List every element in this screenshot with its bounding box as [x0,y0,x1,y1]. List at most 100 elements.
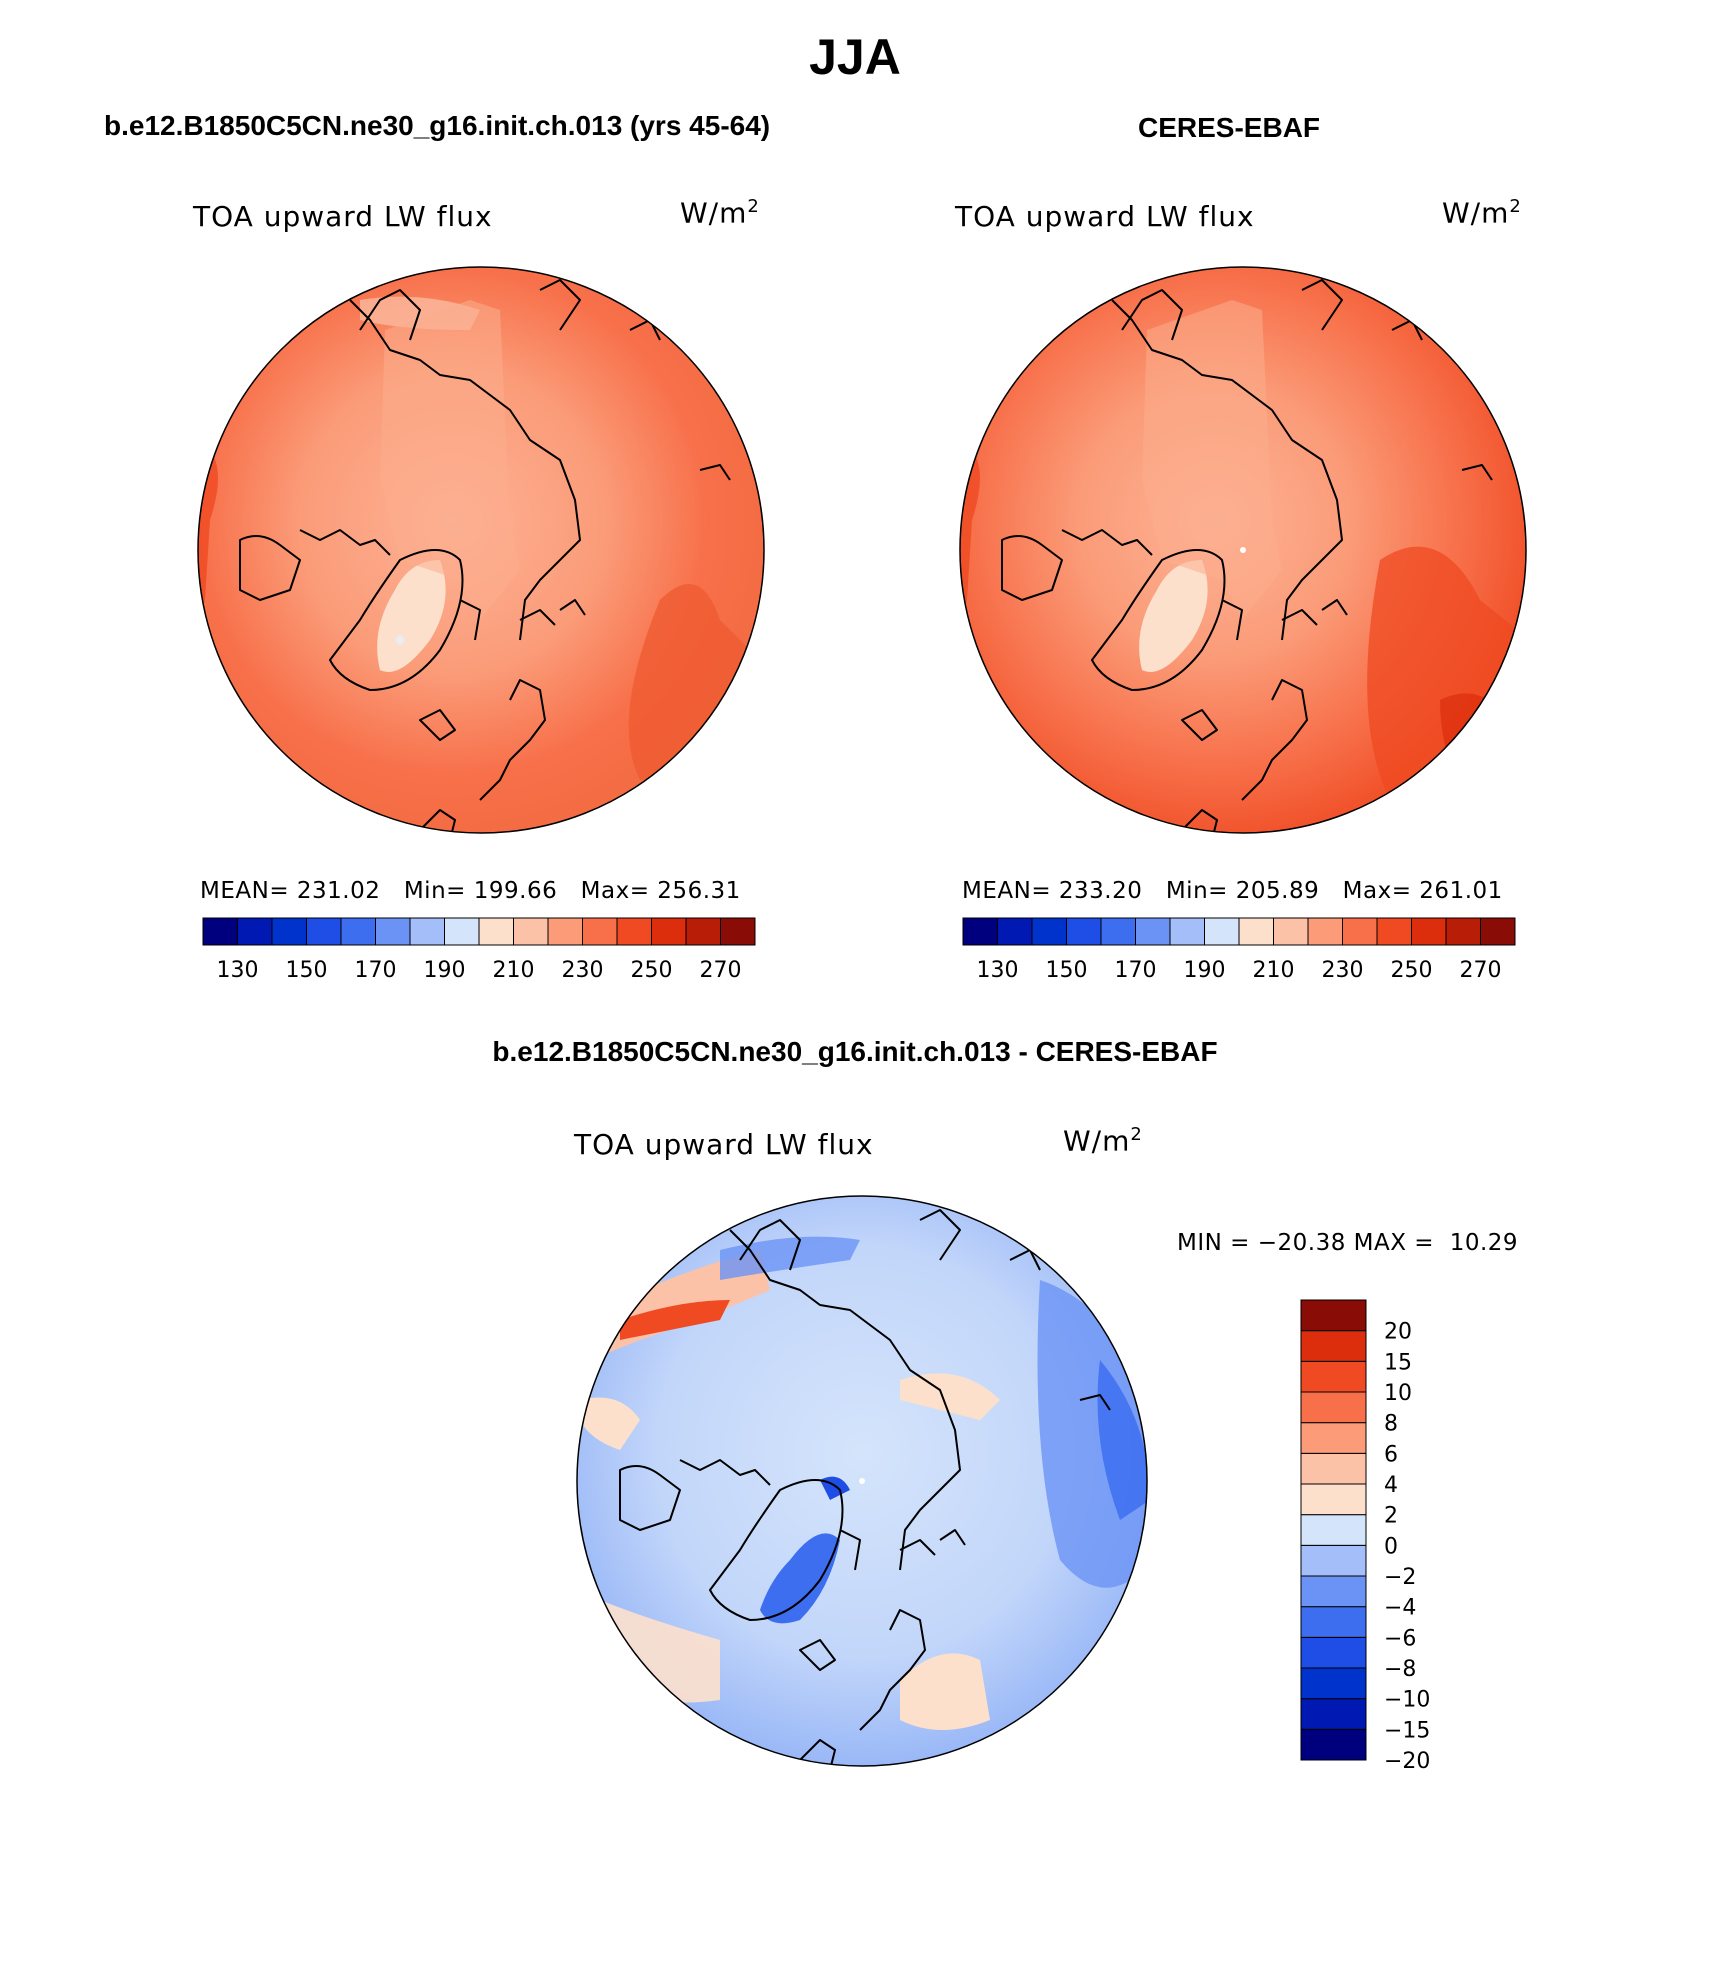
panel2-min: 205.89 [1235,878,1320,904]
diff-colorbar-label: 20 [1384,1320,1412,1345]
panel1-colorbar-box-5 [375,917,411,946]
panel2-variable-label: TOA upward LW flux [955,200,1255,233]
panel2-colorbar-box-15 [1480,917,1516,946]
diff-map [576,1195,1148,1767]
diff-colorbar-label: −15 [1384,1718,1430,1743]
panel1-max: 256.31 [657,878,741,904]
panel1-colorbar-box-10 [547,917,583,946]
diff-colorbar-box-0 [1300,1728,1367,1761]
panel1-map [197,266,765,834]
diff-colorbar-box-9 [1300,1452,1367,1485]
diff-colorbar-label: −10 [1384,1688,1430,1713]
diff-colorbar-box-6 [1300,1544,1367,1577]
panel1-mean-label: MEAN= [200,878,290,904]
diff-colorbar-box-12 [1300,1360,1367,1393]
diff-units: W/m2 [1063,1124,1143,1158]
diff-colorbar-box-14 [1300,1299,1367,1332]
main-title: JJA [809,29,901,85]
panel2-colorbar-label: 270 [1460,958,1502,983]
panel2-colorbar-box-9 [1273,917,1309,946]
diff-colorbar-label: −6 [1384,1626,1416,1651]
panel1-variable-label: TOA upward LW flux [193,200,493,233]
diff-colorbar-label: 8 [1384,1412,1398,1437]
diff-colorbar-label: −4 [1384,1596,1416,1621]
panel2-colorbar-box-4 [1100,917,1136,946]
panel1-colorbar-box-11 [582,917,618,946]
panel1-colorbar-box-1 [237,917,273,946]
diff-colorbar-label: −2 [1384,1565,1416,1590]
panel2-colorbar-box-6 [1169,917,1205,946]
panel1-colorbar-box-0 [202,917,238,946]
diff-colorbar-box-3 [1300,1636,1367,1669]
panel2-colorbar-box-3 [1066,917,1102,946]
panel2-colorbar-label: 190 [1184,958,1226,983]
panel2-colorbar-box-1 [997,917,1033,946]
panel1-colorbar-box-13 [651,917,687,946]
panel2-mean-label: MEAN= [962,878,1052,904]
diff-colorbar-label: 6 [1384,1442,1398,1467]
panel1-colorbar-box-4 [340,917,376,946]
panel2-colorbar-label: 210 [1253,958,1295,983]
panel1-colorbar-box-14 [685,917,721,946]
panel2-colorbar-box-12 [1376,917,1412,946]
panel2-map [959,266,1527,834]
diff-colorbar-label: 2 [1384,1504,1398,1529]
diff-colorbar-box-2 [1300,1667,1367,1700]
diff-colorbar-label: 10 [1384,1381,1412,1406]
panel1-colorbar-label: 130 [217,958,259,983]
panel2-max-label: Max= [1342,878,1412,904]
diff-colorbar-label: −8 [1384,1657,1416,1682]
diff-colorbar-box-4 [1300,1606,1367,1638]
panel1-header: b.e12.B1850C5CN.ne30_g16.init.ch.013 (yr… [104,110,771,141]
panel2-colorbar-box-11 [1342,917,1378,946]
panel2-units: W/m2 [1442,196,1522,230]
panel2-colorbar-box-7 [1204,917,1240,946]
panel2-colorbar-label: 150 [1046,958,1088,983]
panel2-colorbar-box-5 [1135,917,1171,946]
panel2-stats: MEAN= 233.20 Min= 205.89 Max= 261.01 [962,878,1503,904]
panel1-mean: 231.02 [296,878,381,904]
diff-colorbar-box-10 [1300,1422,1367,1454]
panel1-colorbar-label: 210 [493,958,535,983]
diff-colorbar-box-1 [1300,1698,1367,1730]
panel1-colorbar-label: 150 [286,958,328,983]
panel2-colorbar: 130 150 170 190 210 230 250 270 [962,917,1516,983]
panel1-colorbar-box-15 [720,917,756,946]
panel1-colorbar-box-8 [478,917,514,946]
panel2-mean: 233.20 [1058,878,1143,904]
panel2-colorbar-box-14 [1445,917,1481,946]
panel1-colorbar-label: 190 [424,958,466,983]
panel1-colorbar-box-9 [513,917,549,946]
panel1-colorbar-box-3 [306,917,342,946]
panel2-header: CERES-EBAF [1138,112,1321,143]
diff-colorbar-box-11 [1300,1391,1367,1424]
diff-colorbar-box-13 [1300,1330,1367,1362]
diff-colorbar-label: 15 [1384,1350,1412,1375]
panel1-colorbar-label: 230 [562,958,604,983]
panel1-colorbar-label: 170 [355,958,397,983]
panel2-min-label: Min= [1165,878,1228,904]
diff-colorbar-box-5 [1300,1575,1367,1608]
panel1-colorbar-label: 250 [631,958,673,983]
panel2-colorbar-box-0 [962,917,998,946]
diff-colorbar-box-8 [1300,1483,1367,1516]
diff-minmax: MIN = −20.38 MAX = 10.29 [1177,1230,1519,1256]
panel1-colorbar-box-7 [444,917,480,946]
diff-colorbar-label: 4 [1384,1473,1398,1498]
panel1-stats: MEAN= 231.02 Min= 199.66 Max= 256.31 [200,878,741,904]
panel2-max: 261.01 [1419,878,1503,904]
panel2-colorbar-box-2 [1031,917,1067,946]
panel1-min: 199.66 [473,878,558,904]
panel1-colorbar-box-2 [271,917,307,946]
panel2-colorbar-label: 170 [1115,958,1157,983]
panel2-colorbar-box-13 [1411,917,1447,946]
panel2-colorbar-box-10 [1307,917,1343,946]
panel2-colorbar-label: 230 [1322,958,1364,983]
panel1-colorbar: 130 150 170 190 210 230 250 270 [202,917,756,983]
diff-variable-label: TOA upward LW flux [574,1128,874,1161]
panel1-units: W/m2 [680,196,760,230]
panel1-colorbar-box-12 [616,917,652,946]
panel1-max-label: Max= [580,878,650,904]
